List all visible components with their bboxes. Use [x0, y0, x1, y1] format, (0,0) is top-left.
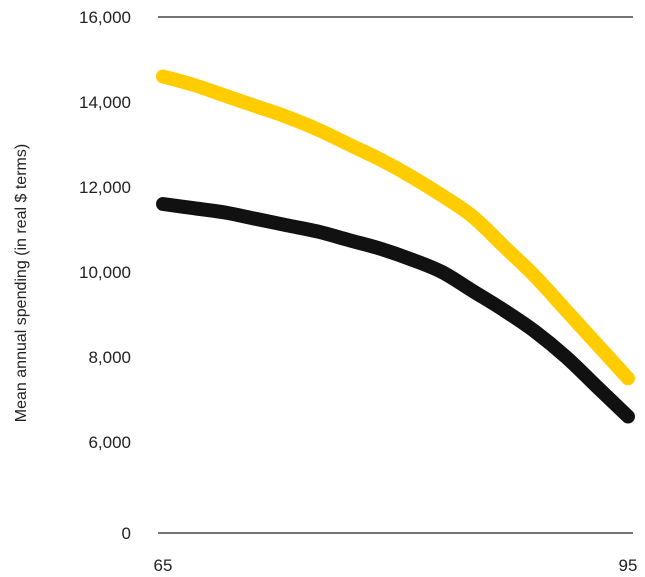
x-tick-label: 95 — [619, 556, 638, 575]
grid-lines — [158, 16, 633, 534]
y-tick-label: 14,000 — [79, 93, 131, 112]
series-line-2 — [156, 197, 635, 424]
x-axis-tick-labels: 65 95 — [154, 556, 638, 575]
y-tick-label: 0 — [122, 524, 131, 543]
y-axis-title: Mean annual spending (in real $ terms) — [13, 144, 30, 422]
series-lines — [156, 69, 635, 424]
x-tick-label: 65 — [154, 556, 173, 575]
y-tick-label: 10,000 — [79, 263, 131, 282]
y-tick-label: 8,000 — [88, 348, 131, 367]
y-axis-tick-labels: 0 6,000 8,000 10,000 12,000 14,000 16,000 — [79, 8, 131, 543]
series-line-1 — [156, 69, 635, 386]
y-tick-label: 6,000 — [88, 433, 131, 452]
y-tick-label: 16,000 — [79, 8, 131, 27]
y-tick-label: 12,000 — [79, 178, 131, 197]
